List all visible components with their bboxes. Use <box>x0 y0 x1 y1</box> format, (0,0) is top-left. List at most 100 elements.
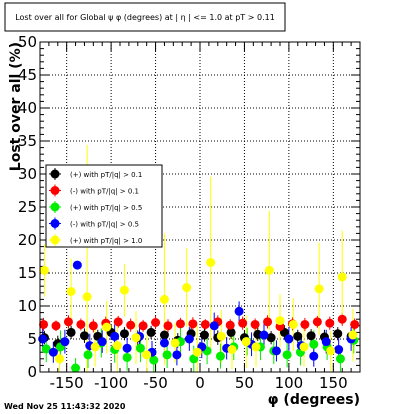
data-point <box>264 265 274 275</box>
data-point <box>188 319 198 329</box>
data-point <box>135 343 145 353</box>
data-point <box>151 318 161 327</box>
data-point <box>225 320 235 330</box>
chart-title: Lost over all for Global ψ φ (degrees) a… <box>15 13 275 22</box>
tick-labels: -150 -100 -50 0 50 100 150 0 5 10 15 20 25 30 35 40 45 50 <box>18 33 348 392</box>
data-point <box>149 355 159 365</box>
data-point <box>300 319 310 329</box>
data-point <box>66 286 76 296</box>
data-point <box>122 343 132 353</box>
data-point <box>163 321 173 331</box>
data-point <box>88 321 98 331</box>
data-point <box>271 346 281 356</box>
data-point <box>41 344 51 354</box>
data-point <box>126 320 136 330</box>
x-tick-label: -100 <box>94 374 128 392</box>
data-point <box>90 342 100 352</box>
data-point <box>189 354 199 364</box>
y-tick-label: 40 <box>18 99 37 117</box>
data-point <box>170 338 180 348</box>
data-point <box>63 317 73 327</box>
data-point <box>321 337 331 347</box>
data-point <box>326 346 336 356</box>
data-point <box>226 327 236 337</box>
data-point <box>113 317 123 327</box>
data-point <box>266 333 276 343</box>
data-point <box>142 350 152 360</box>
x-tick-label: 50 <box>235 374 254 392</box>
y-tick-label: 10 <box>18 297 37 315</box>
data-point <box>309 351 319 361</box>
x-tick-label: 100 <box>275 374 304 392</box>
y-tick-label: 15 <box>18 264 37 282</box>
data-point <box>66 327 76 337</box>
data-point <box>263 317 273 327</box>
data-point <box>110 331 120 341</box>
data-point <box>131 333 141 343</box>
y-axis-label: Lost over all (%) <box>8 42 24 171</box>
data-point <box>71 363 81 373</box>
data-point <box>275 316 285 326</box>
plot-frame <box>39 41 361 373</box>
x-tick-label: 150 <box>319 374 348 392</box>
legend-label: (-) with pT/|q| > 0.5 <box>70 221 139 229</box>
y-tick-label: 35 <box>18 132 37 150</box>
data-point <box>97 337 107 347</box>
x-tick-label: 0 <box>195 374 205 392</box>
legend-label: (+) with pT/|q| > 0.1 <box>70 171 142 179</box>
data-point <box>102 322 112 332</box>
data-point <box>39 319 49 329</box>
title-box: Lost over all for Global ψ φ (degrees) a… <box>4 2 286 32</box>
data-point <box>209 321 219 331</box>
data-point <box>259 330 269 340</box>
y-tick-label: 50 <box>18 33 37 51</box>
data-point <box>348 330 358 340</box>
data-point <box>146 327 156 337</box>
legend-box <box>45 164 163 248</box>
data-point <box>333 329 343 339</box>
data-point <box>79 331 89 341</box>
data-point <box>234 306 244 316</box>
data-point <box>309 339 319 349</box>
timestamp: Wed Nov 25 11:43:32 2020 <box>4 402 126 411</box>
y-tick-label: 25 <box>18 198 37 216</box>
data-point <box>215 351 225 361</box>
data-point <box>238 318 248 328</box>
data-point <box>39 265 49 275</box>
data-point <box>199 330 209 340</box>
legend-label: (+) with pT/|q| > 0.5 <box>70 204 142 212</box>
data-point <box>119 329 129 339</box>
legend-marker <box>50 235 60 245</box>
data-point <box>159 294 169 304</box>
data-point <box>216 331 226 341</box>
data-point <box>83 350 93 360</box>
data-point <box>206 257 216 267</box>
data-point <box>306 331 316 341</box>
x-tick-label: -50 <box>143 374 168 392</box>
y-tick-label: 5 <box>27 330 37 348</box>
data-point <box>48 347 58 357</box>
data-point <box>119 285 129 295</box>
data-point <box>60 337 70 347</box>
legend-label: (-) with pT/|q| > 0.1 <box>70 188 139 196</box>
data-point <box>172 350 182 360</box>
data-point <box>282 350 292 360</box>
data-point <box>293 331 303 341</box>
y-tick-label: 45 <box>18 66 37 84</box>
data-point <box>325 318 335 328</box>
data-point <box>82 292 92 302</box>
data-point <box>159 330 169 340</box>
data-point <box>76 319 86 329</box>
data-point <box>182 283 192 293</box>
data-point <box>284 334 294 344</box>
legend-marker <box>50 186 60 195</box>
data-point <box>314 284 324 294</box>
data-point <box>288 319 298 329</box>
data-point <box>184 334 194 344</box>
data-point <box>299 342 309 352</box>
data-point <box>72 260 82 270</box>
data-point <box>337 272 347 282</box>
data-point <box>175 319 185 329</box>
data-point <box>192 347 202 357</box>
data-point <box>162 350 172 360</box>
